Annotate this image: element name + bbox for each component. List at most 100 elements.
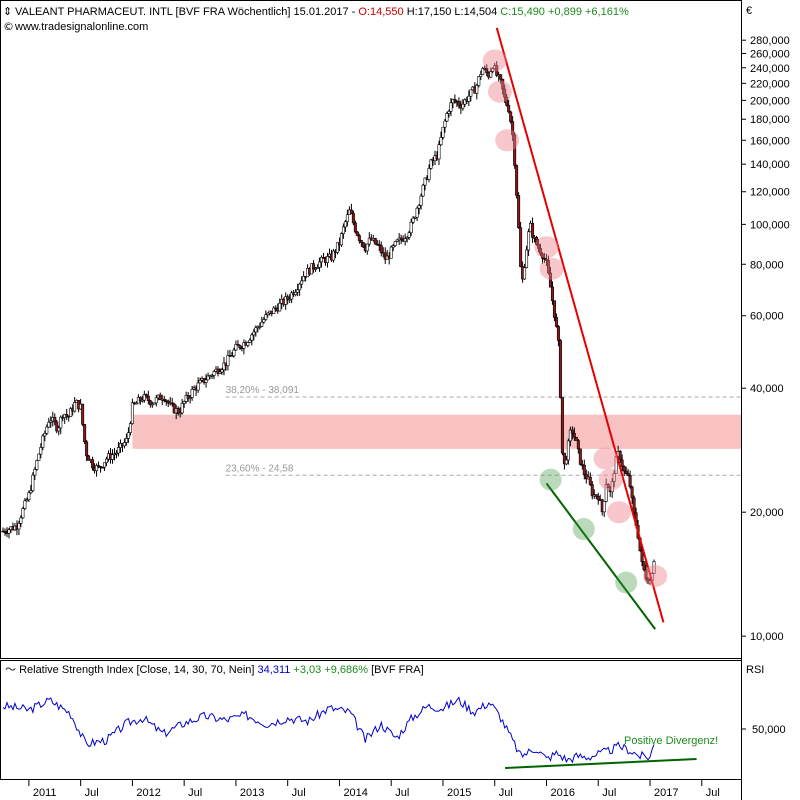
candle-body [142,394,146,401]
candle-body [17,523,21,530]
x-tick-label: Jul [499,787,513,799]
resistance-touch-marker [606,501,631,524]
candle-body [31,474,35,491]
candle-body [262,319,266,323]
candle-body [198,379,202,384]
rsi-line-icon: 〜 [5,664,19,676]
candle-body [427,168,431,180]
candle-body [25,499,29,502]
candle-body [377,244,381,246]
candle-body [361,242,365,248]
candle-body [83,424,87,443]
candle-body [236,344,240,346]
candle-body [105,458,109,464]
candle-body [489,71,493,78]
candle-body [604,484,608,502]
candle-body [620,459,624,467]
resistance-touch-marker [539,257,564,280]
candle-body [519,227,523,267]
candle-body [413,216,417,219]
resistance-touch-marker [598,468,623,491]
candle-body [230,355,234,358]
candle-body [65,414,69,417]
x-tick-label: Jul [188,787,202,799]
candle-body [345,214,349,222]
price-tick-label: 120,000 [750,187,790,199]
rsi-tick-50: 50,000 [752,724,786,736]
candle-body [568,429,572,442]
candle-body [576,440,580,450]
candle-body [3,530,7,533]
candle-body [574,436,578,441]
candle-body [539,248,543,255]
candle-body [441,126,445,138]
candle-body [59,416,63,429]
candle-body [7,529,11,534]
candle-body [407,232,411,238]
candle-body [188,397,192,399]
candle-body [264,314,268,320]
candle-body [252,331,256,336]
price-tick-label: 40,000 [750,383,784,395]
price-tick-label: 280,000 [750,35,790,47]
candle-body [73,402,77,412]
candle-body [29,490,33,494]
candle-body [204,379,208,383]
rsi-change: +3,03 +9,686% [290,664,371,676]
candle-body [57,427,61,432]
pin-icon: ⇕ [3,5,12,18]
x-tick-label: Jul [395,787,409,799]
open-value: O:14,550 [358,6,403,18]
candle-body [35,460,39,470]
candle-body [110,454,114,460]
rsi-value: 34,311 [258,664,291,676]
candle-body [234,344,238,351]
price-tick-label: 200,000 [750,95,790,107]
candle-body [461,103,465,109]
candle-body [178,412,182,415]
candle-body [505,96,509,106]
candle-body [254,327,258,333]
candle-body [550,286,554,301]
candle-body [351,213,355,224]
candle-body [312,263,316,270]
candle-body [437,144,441,160]
price-tick-label: 160,000 [750,135,790,147]
candle-body [302,276,306,282]
x-tick-label: Jul [85,787,99,799]
candle-body [475,85,479,94]
candle-body [196,382,200,391]
website-link[interactable]: www.tradesignalonline.com [14,21,148,33]
candle-body [87,455,91,461]
candle-body [314,268,318,270]
x-tick-label: 2015 [447,787,471,799]
candle-body [485,68,489,74]
rsi-axis-label: RSI [746,664,764,676]
resistance-touch-marker [534,236,559,259]
candle-body [479,74,483,77]
candle-body [405,237,409,239]
candle-body [335,242,339,253]
candle-body [644,569,648,580]
candle-body [116,447,120,454]
candle-body [140,399,144,402]
candle-body [266,312,270,315]
candle-body [260,321,264,327]
price-tick-label: 220,000 [750,78,790,90]
candle-body [33,469,37,476]
candle-body [542,257,546,260]
candle-body [652,561,656,574]
price-tick-label: 260,000 [750,48,790,60]
price-tick-label: 180,000 [750,114,790,126]
candle-body [612,473,616,482]
candle-body [246,342,250,346]
candle-body [238,345,242,349]
candle-body [290,292,294,300]
candle-body [182,401,186,404]
copyright-icon: © [3,20,14,33]
candle-body [527,231,531,251]
candle-body [322,257,326,259]
candle-body [37,453,41,461]
x-tick-label: Jul [706,787,720,799]
candle-body [144,394,148,397]
